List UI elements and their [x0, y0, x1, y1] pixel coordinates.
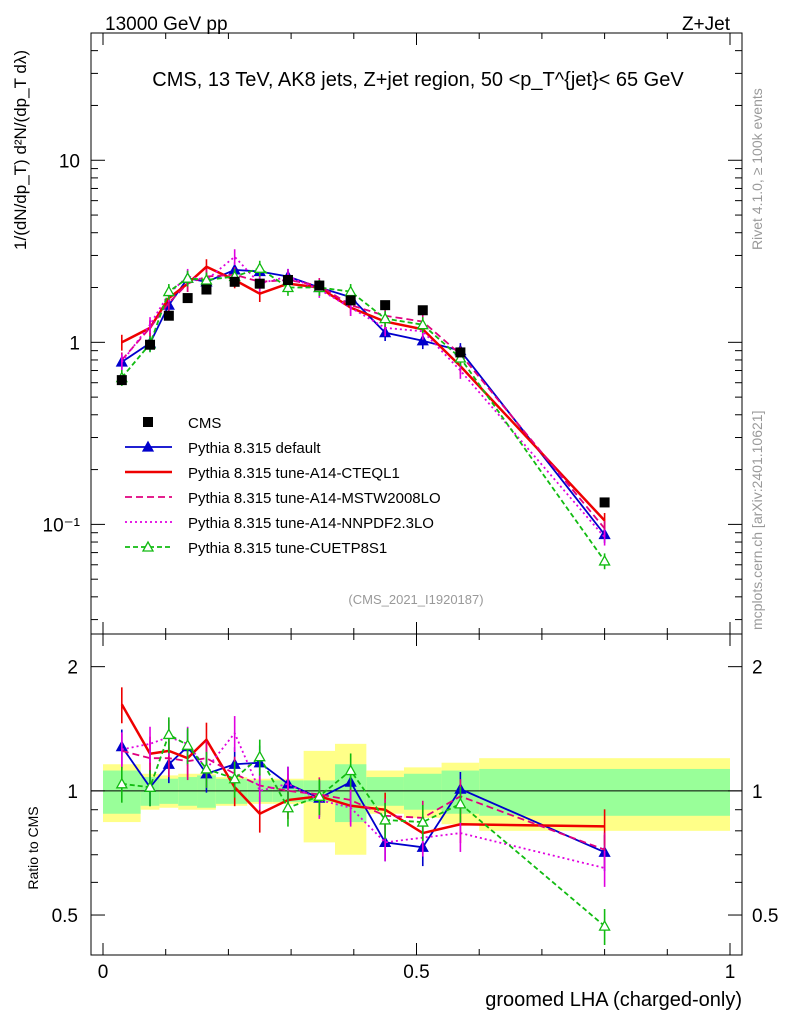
- main-point-pythia-8-315-tune-cuetp8s1: [454, 351, 467, 363]
- cms-data-point: [282, 274, 293, 285]
- ratio-point-pythia-8-315-tune-cuetp8s1: [181, 738, 194, 750]
- ratio-point-pythia-8-315-tune-cuetp8s1: [228, 772, 241, 784]
- ratio-y-tick-label-left: 2: [67, 658, 78, 679]
- cms-data-point: [254, 278, 265, 289]
- x-tick-label: 0.5: [403, 962, 429, 983]
- ratio-y-tick-label-right: 0.5: [752, 906, 778, 927]
- side-label-top: Rivet 4.1.0, ≥ 100k events: [749, 88, 765, 250]
- ratio-y-tick-label-right: 1: [752, 782, 763, 803]
- cms-data-point: [229, 276, 240, 287]
- cms-data-point: [201, 284, 212, 295]
- legend-label: Pythia 8.315 tune-A14-MSTW2008LO: [188, 490, 441, 507]
- main-point-pythia-8-315-tune-cuetp8s1: [416, 318, 429, 330]
- ratio-point-pythia-8-315-tune-cuetp8s1: [281, 801, 295, 813]
- cms-data-point: [116, 375, 127, 386]
- ratio-point-pythia-8-315-tune-cuetp8s1: [143, 780, 157, 792]
- ratio-y-tick-label-left: 1: [67, 782, 78, 803]
- analysis-tag: (CMS_2021_I1920187): [348, 592, 483, 607]
- main-series-line-pythia-8-315-tune-cuetp8s1: [121, 267, 606, 562]
- ratio-series-line-pythia-8-315-default: [121, 745, 605, 854]
- ratio-point-pythia-8-315-tune-cuetp8s1: [454, 797, 467, 809]
- legend-label: Pythia 8.315 tune-A14-CTEQL1: [188, 465, 400, 482]
- ratio-point-pythia-8-315-tune-cuetp8s1: [115, 777, 128, 789]
- side-label-bottom: mcplots.cern.ch [arXiv:2401.10621]: [749, 411, 765, 630]
- main-point-pythia-8-315-tune-cuetp8s1: [253, 261, 266, 273]
- legend-label-cms: CMS: [188, 415, 221, 432]
- ratio-point-pythia-8-315-tune-cuetp8s1: [162, 728, 175, 740]
- legend-marker: [141, 540, 155, 552]
- main-point-pythia-8-315-tune-cuetp8s1: [181, 271, 194, 283]
- ratio-y-tick-label-right: 2: [752, 658, 763, 679]
- ratio-point-pythia-8-315-tune-cuetp8s1: [598, 919, 611, 931]
- ratio-point-pythia-8-315-tune-cuetp8s1: [200, 762, 213, 774]
- header-right: Z+Jet: [682, 14, 731, 35]
- cms-data-point: [455, 347, 466, 358]
- main-point-pythia-8-315-default: [416, 334, 429, 346]
- cms-data-point: [599, 497, 610, 508]
- main-point-pythia-8-315-tune-cuetp8s1: [162, 285, 175, 297]
- cms-data-point: [345, 295, 356, 306]
- legend-marker-cms: [143, 417, 153, 427]
- ratio-series-line-pythia-8-315-tune-a14-cteql1: [120, 703, 605, 835]
- main-y-tick-label: 1: [69, 333, 80, 354]
- x-tick-label: 0: [98, 962, 109, 983]
- main-point-pythia-8-315-tune-cuetp8s1: [281, 281, 295, 293]
- ratio-point-pythia-8-315-tune-cuetp8s1: [379, 813, 392, 825]
- cms-data-point: [163, 310, 174, 321]
- ratio-point-pythia-8-315-tune-cuetp8s1: [313, 789, 326, 801]
- legend-label: Pythia 8.315 default: [188, 440, 321, 457]
- main-point-pythia-8-315-tune-cuetp8s1: [200, 273, 213, 285]
- main-point-pythia-8-315-tune-cuetp8s1: [598, 554, 611, 566]
- chart-title: CMS, 13 TeV, AK8 jets, Z+jet region, 50 …: [152, 69, 684, 91]
- ratio-series-line-pythia-8-315-tune-a14-mstw2008lo: [121, 749, 605, 851]
- header-left: 13000 GeV pp: [105, 14, 228, 35]
- ratio-band-inner: [178, 777, 198, 806]
- cms-data-point: [380, 300, 391, 311]
- ratio-band-inner: [479, 768, 730, 816]
- ratio-series-line-pythia-8-315-tune-a14-nnpdf2-3lo: [121, 731, 605, 869]
- ratio-point-pythia-8-315-tune-cuetp8s1: [344, 764, 357, 776]
- ratio-y-tick-label-left: 0.5: [52, 906, 78, 927]
- x-axis-label: groomed LHA (charged-only): [485, 989, 742, 1011]
- main-y-tick-label: 10⁻¹: [43, 515, 81, 536]
- x-tick-label: 1: [725, 962, 736, 983]
- main-y-tick-label: 10: [59, 151, 80, 172]
- ratio-axis-label: Ratio to CMS: [25, 806, 41, 889]
- main-series-line-pythia-8-315-tune-a14-nnpdf2-3lo: [121, 255, 606, 538]
- legend-marker: [141, 440, 155, 452]
- main-point-pythia-8-315-tune-cuetp8s1: [379, 312, 392, 324]
- legend-label: Pythia 8.315 tune-CUETP8S1: [188, 540, 387, 557]
- cms-data-point: [182, 293, 193, 304]
- cms-data-point: [417, 305, 428, 316]
- ratio-point-pythia-8-315-tune-cuetp8s1: [253, 750, 266, 762]
- legend-label: Pythia 8.315 tune-A14-NNPDF2.3LO: [188, 515, 434, 532]
- main-axis-label: 1/(dN/dp_T) d²N/(dp_T dλ): [11, 50, 30, 250]
- main-series-line-pythia-8-315-tune-a14-cteql1: [121, 265, 606, 522]
- cms-data-point: [145, 339, 156, 350]
- cms-data-point: [314, 280, 325, 291]
- ratio-point-pythia-8-315-tune-cuetp8s1: [416, 815, 429, 827]
